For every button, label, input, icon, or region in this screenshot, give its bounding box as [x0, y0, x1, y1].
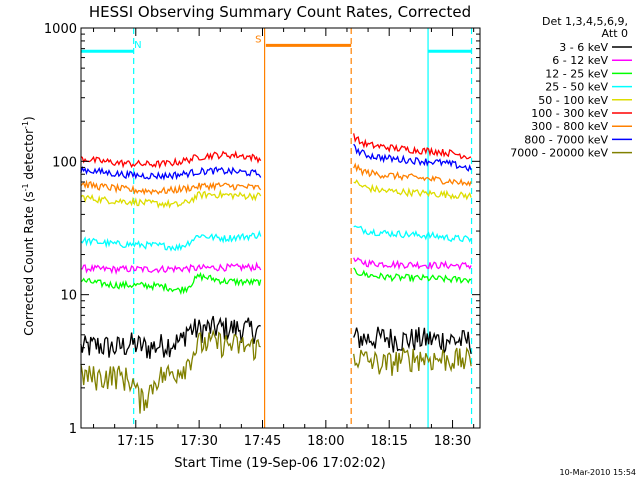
legend-title-line-1: Det 1,3,4,5,6,9,	[542, 15, 628, 28]
plot-frame	[80, 27, 481, 429]
legend-label-6-12-kev: 6 - 12 keV	[552, 54, 608, 67]
series-800-7000-kev-line	[80, 143, 472, 181]
y-tick-label: 1000	[44, 22, 77, 37]
series-7000-20000-kev-line	[80, 328, 472, 414]
series-25-50-kev-line	[80, 225, 472, 252]
series-3-6-kev-line	[80, 315, 472, 359]
timestamp: 10-Mar-2010 15:54	[560, 468, 637, 477]
y-tick-label: 100	[52, 155, 77, 170]
x-tick-label: 18:15	[370, 434, 407, 449]
y-axis-label-mid: detector	[22, 129, 36, 184]
x-tick-label: 17:30	[180, 434, 217, 449]
axes-layer: 1 10 100 1000 17:15 17:30 17:45 18:00 18:15 18:30	[44, 22, 481, 449]
series-12-25-kev-line	[80, 267, 472, 296]
x-axis-label: Start Time (19-Sep-06 17:02:02)	[174, 456, 385, 471]
legend-label-300-800-kev: 300 - 800 keV	[531, 120, 608, 133]
y-axis-label-sup1: -1	[21, 183, 30, 191]
x-tick-label: 17:45	[244, 434, 281, 449]
chart-title: HESSI Observing Summary Count Rates, Cor…	[89, 3, 471, 21]
series-layer	[80, 133, 472, 414]
legend-label-800-7000-kev: 800 - 7000 keV	[524, 133, 608, 146]
x-tick-label: 17:15	[117, 434, 154, 449]
y-axis-label-end: )	[22, 116, 36, 121]
legend-label-100-300-kev: 100 - 300 keV	[531, 107, 608, 120]
y-axis-label: Corrected Count Rate (s-1 detector-1)	[21, 116, 36, 335]
y-axis-label-main: Corrected Count Rate (s	[22, 191, 36, 335]
y-tick-label: 10	[60, 289, 77, 304]
flag-n-label: N	[134, 40, 141, 51]
flag-s-label: S	[255, 34, 261, 45]
series-6-12-kev-line	[80, 257, 472, 276]
legend-label-12-25-kev: 12 - 25 keV	[545, 67, 608, 80]
series-300-800-kev-line	[80, 162, 472, 196]
y-tick-label: 1	[69, 422, 77, 437]
series-100-300-kev-line	[80, 133, 472, 170]
svg-text:Corrected Count Rate (s-1 dete: Corrected Count Rate (s-1 detector-1)	[21, 116, 36, 335]
legend-title-line-2: Att 0	[602, 27, 628, 40]
legend-label-3-6-kev: 3 - 6 keV	[559, 41, 608, 54]
legend-label-50-100-kev: 50 - 100 keV	[538, 94, 608, 107]
legend-label-25-50-kev: 25 - 50 keV	[545, 81, 608, 94]
x-tick-label: 18:00	[307, 434, 344, 449]
y-axis-label-sup2: -1	[21, 121, 30, 129]
x-tick-label: 18:30	[434, 434, 471, 449]
series-50-100-kev-line	[80, 179, 472, 209]
legend-label-7000-20000-kev: 7000 - 20000 keV	[510, 147, 608, 160]
